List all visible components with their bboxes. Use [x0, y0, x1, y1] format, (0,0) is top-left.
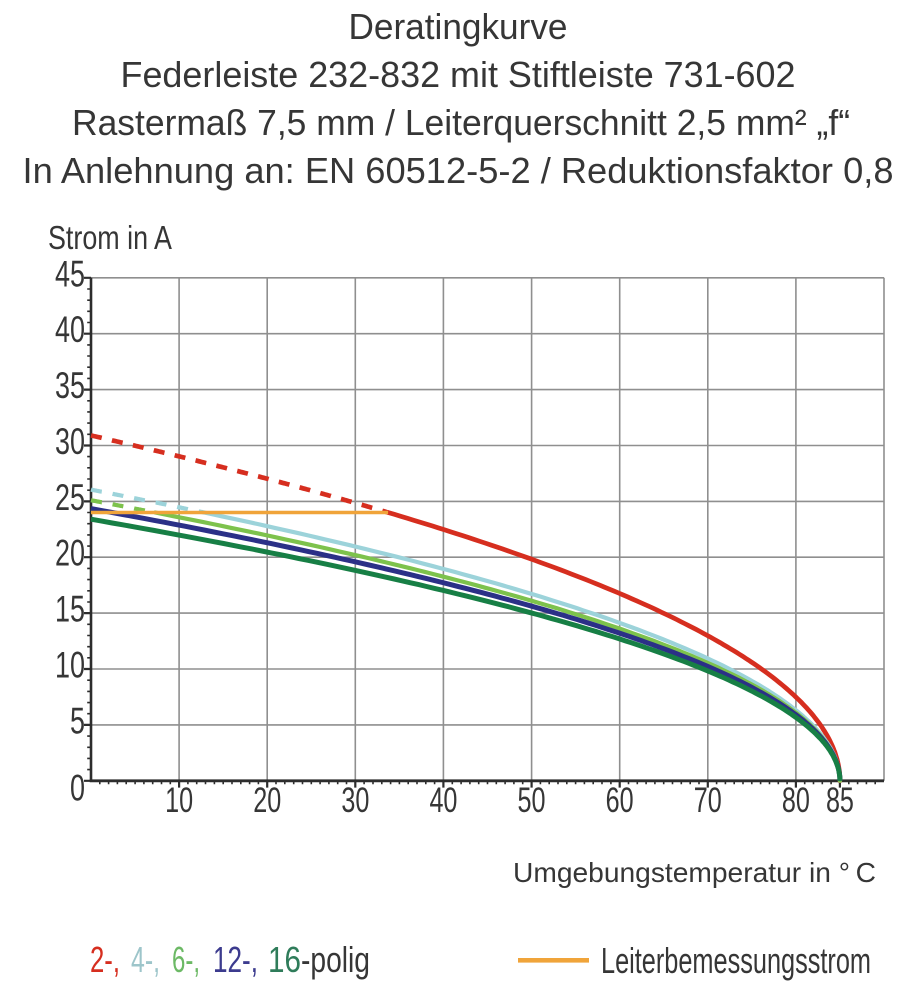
svg-text:12-,: 12-,	[213, 939, 258, 980]
svg-text:10: 10	[165, 781, 193, 820]
svg-text:40: 40	[55, 309, 85, 350]
svg-text:20: 20	[253, 781, 281, 820]
svg-text:60: 60	[606, 781, 634, 820]
svg-text:25: 25	[55, 477, 85, 518]
svg-text:35: 35	[55, 365, 85, 406]
svg-text:20: 20	[55, 533, 85, 574]
svg-text:Deratingkurve: Deratingkurve	[349, 6, 568, 47]
svg-text:4-,: 4-,	[131, 939, 160, 980]
svg-text:Rastermaß 7,5 mm / Leiterquers: Rastermaß 7,5 mm / Leiterquerschnitt 2,5…	[72, 102, 850, 143]
svg-text:0: 0	[70, 767, 85, 808]
svg-text:In Anlehnung an: EN 60512-5-2: In Anlehnung an: EN 60512-5-2 / Reduktio…	[23, 150, 894, 191]
svg-text:Strom in A: Strom in A	[48, 219, 172, 256]
svg-text:30: 30	[55, 421, 85, 462]
svg-text:16: 16	[268, 939, 301, 980]
svg-text:2-,: 2-,	[90, 939, 120, 980]
svg-text:40: 40	[429, 781, 457, 820]
svg-text:50: 50	[518, 781, 546, 820]
svg-text:45: 45	[55, 253, 85, 294]
svg-text:80: 80	[782, 781, 810, 820]
svg-text:Umgebungstemperatur in ° C: Umgebungstemperatur in ° C	[513, 857, 876, 888]
svg-text:6-,: 6-,	[172, 939, 200, 980]
svg-text:15: 15	[55, 589, 85, 630]
svg-text:5: 5	[70, 700, 85, 741]
svg-text:10: 10	[55, 645, 85, 686]
svg-text:Federleiste 232-832 mit Stiftl: Federleiste 232-832 mit Stiftleiste 731-…	[121, 54, 796, 95]
svg-text:70: 70	[694, 781, 722, 820]
svg-text:30: 30	[341, 781, 369, 820]
svg-text:-polig: -polig	[301, 939, 370, 980]
svg-text:Leiterbemessungsstrom: Leiterbemessungsstrom	[601, 940, 871, 981]
svg-text:85: 85	[826, 781, 854, 820]
